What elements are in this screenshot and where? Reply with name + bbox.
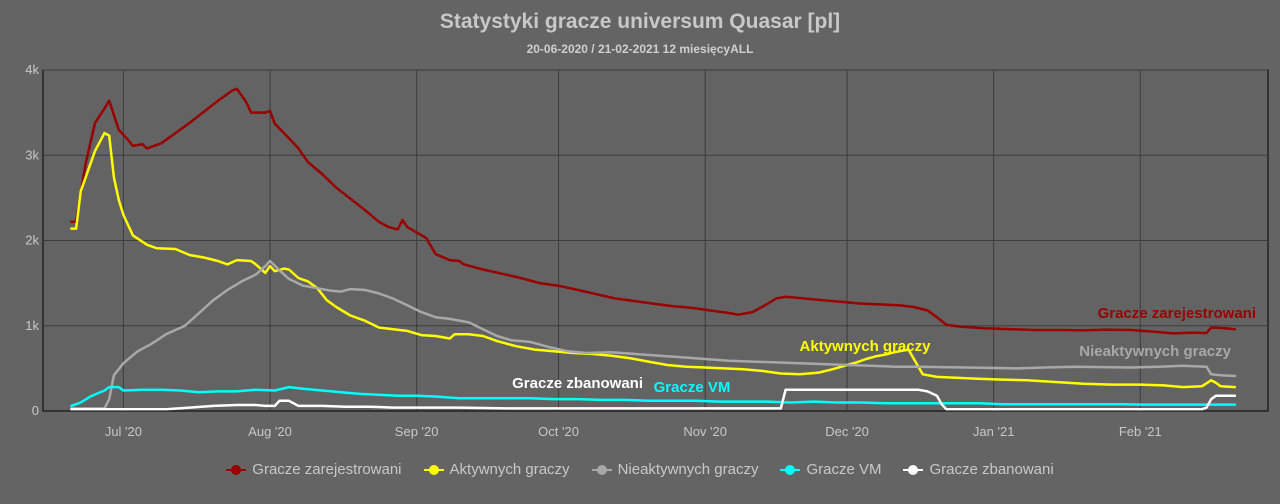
series-line [70,385,1237,408]
x-tick-label: Dec '20 [825,424,869,439]
series-line [70,259,1237,410]
x-tick-label: Aug '20 [248,424,292,439]
x-tick-label: Nov '20 [683,424,727,439]
x-tick-label: Jan '21 [973,424,1015,439]
x-tick-label: Oct '20 [538,424,579,439]
series-line [70,87,1237,335]
y-tick-label: 2k [25,233,39,248]
x-tick-label: Jul '20 [105,424,142,439]
x-tick-label: Feb '21 [1119,424,1162,439]
series-label: Gracze VM [654,379,731,396]
series-label: Aktywnych graczy [800,338,932,355]
legend-marker-icon [780,464,801,476]
legend-item[interactable]: Aktywnych graczy [423,461,570,478]
legend-label: Gracze zbanowani [929,461,1054,478]
series-label: Nieaktywnych graczy [1079,343,1231,360]
series-line [70,131,1237,389]
legend-label: Gracze zarejestrowani [252,461,402,478]
y-tick-label: 3k [25,147,39,162]
legend-item[interactable]: Nieaktywnych graczy [591,461,759,478]
legend-marker-icon [423,464,444,476]
legend-item[interactable]: Gracze zarejestrowani [226,461,402,478]
legend-item[interactable]: Gracze zbanowani [903,461,1054,478]
chart-legend: Gracze zarejestrowani Aktywnych graczy Nie… [0,461,1280,478]
legend-item[interactable]: Gracze VM [780,461,881,478]
grid-layer [42,69,1269,412]
series-line [70,388,1237,411]
legend-label: Nieaktywnych graczy [617,461,759,478]
legend-marker-icon [591,464,612,476]
y-tick-label: 0 [32,403,39,418]
series-label-layer: Gracze zarejestrowani Aktywnych graczy Nie… [512,305,1256,396]
series-label: Gracze zarejestrowani [1098,305,1256,322]
legend-marker-icon [226,464,247,476]
series-layer [70,87,1237,411]
y-tick-label: 1k [25,318,39,333]
x-tick-label: Sep '20 [395,424,439,439]
chart-title: Statystyki gracze universum Quasar [pl] [439,10,841,33]
legend-label: Aktywnych graczy [449,461,570,478]
series-label: Gracze zbanowani [512,375,643,392]
legend-label: Gracze VM [806,461,882,478]
axis-layer: 0 1k 2k 3k 4k Jul '20 Aug '20 Sep '20 Oct '20 Nov… [25,62,1162,439]
y-tick-label: 4k [25,62,39,77]
chart-subtitle: 20-06-2020 / 21-02-2021 12 miesięcyALL [526,42,754,56]
legend-marker-icon [903,464,924,476]
